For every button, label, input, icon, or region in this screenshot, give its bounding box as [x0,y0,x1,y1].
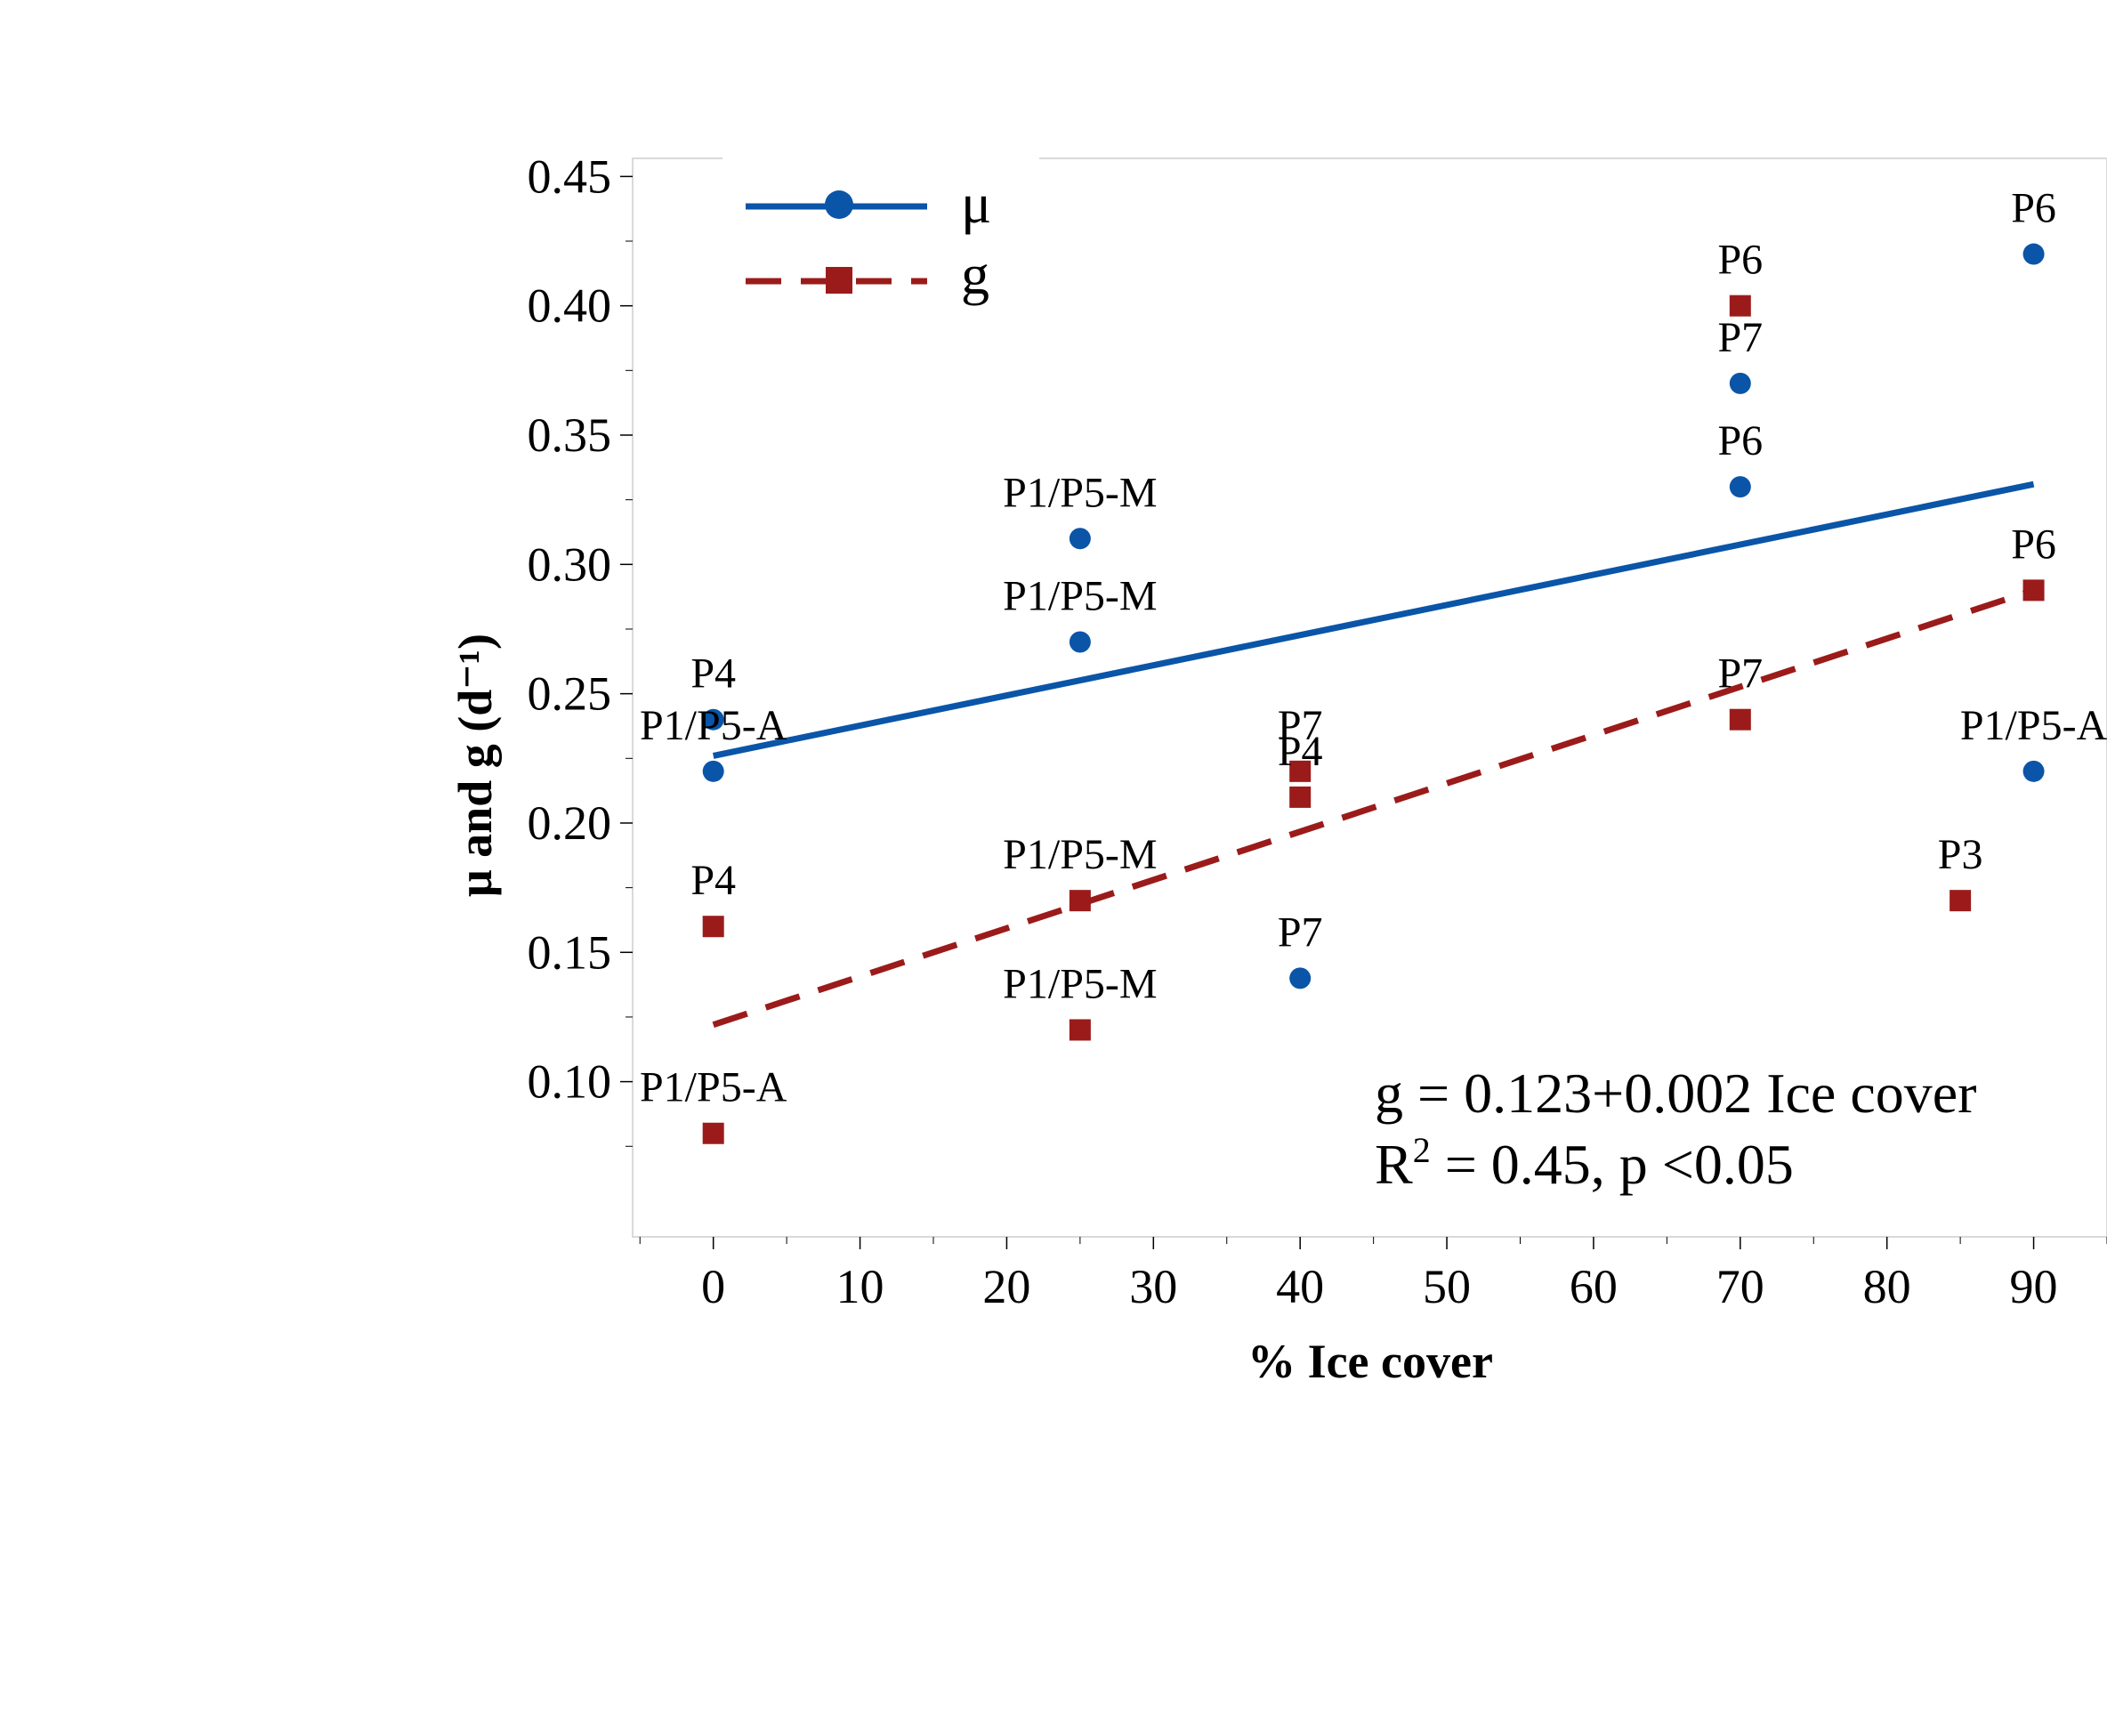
point-label: P4 [1278,728,1323,775]
x-axis-label: % Ice cover [1247,1335,1493,1388]
point-label: P4 [690,857,736,904]
legend-marker-g [826,267,852,294]
legend-box [723,142,1039,329]
x-tick-label: 10 [836,1260,884,1313]
y-tick-label: 0.40 [528,279,612,333]
g-point [1069,890,1091,912]
legend: μ g [723,142,1039,329]
point-label: P1/P5-M [1003,831,1157,878]
y-axis-label: μ and g (d⁻¹) [448,634,502,897]
x-axis-ticks: 0 10 20 30 40 50 60 70 80 90 [639,1237,2107,1313]
y-axis-ticks: 0.10 0.15 0.20 0.25 0.30 0.35 0.40 0.45 [528,149,633,1147]
x-tick-label: 70 [1716,1260,1764,1313]
x-tick-label: 40 [1276,1260,1324,1313]
x-tick-label: 20 [982,1260,1030,1313]
point-labels: P4P1/P5-AP1/P5-MP1/P5-MP7P7P6P6P1/P5-AP4… [640,185,2107,1111]
point-label: P1/P5-M [1003,469,1157,516]
mu-point [2022,243,2045,265]
g-point [1729,295,1751,317]
y-tick-label: 0.25 [528,667,612,721]
regression-stats: R2 = 0.45, p <0.05 [1375,1130,1794,1196]
point-label: P6 [2011,521,2056,568]
point-label: P6 [1717,417,1763,464]
g-point [2022,579,2045,602]
point-label: P6 [1717,237,1763,284]
x-tick-label: 30 [1129,1260,1177,1313]
point-label: P6 [2011,185,2056,232]
trend-line-g [712,587,2035,1028]
x-tick-label: 60 [1570,1260,1618,1313]
y-tick-label: 0.10 [528,1055,612,1109]
mu-point [1069,528,1091,550]
g-point [1950,890,1972,912]
y-tick-label: 0.30 [528,537,612,591]
plot-area [632,157,2107,1238]
g-point [1289,760,1312,782]
x-tick-label: 80 [1863,1260,1911,1313]
g-point [1729,708,1751,731]
mu-point [702,708,724,731]
g-point [702,1122,724,1144]
trend-line-mu [712,480,2035,759]
r2-superscript: 2 [1413,1130,1431,1170]
point-label: P7 [1278,702,1323,749]
y-tick-label: 0.45 [528,149,612,203]
point-label: P4 [690,650,736,698]
mu-point [2022,760,2045,782]
point-label: P1/P5-M [1003,960,1157,1007]
mu-point [1289,967,1312,989]
point-label: P1/P5-M [1003,573,1157,620]
y-tick-label: 0.15 [528,925,612,979]
r2-values: = 0.45, p <0.05 [1431,1133,1794,1196]
g-point [1069,1019,1091,1041]
x-tick-label: 0 [701,1260,725,1313]
point-label: P1/P5-A [640,1064,787,1111]
r2-symbol: R [1375,1133,1413,1196]
point-label: P1/P5-A [640,702,787,749]
y-tick-label: 0.20 [528,796,612,850]
point-label: P1/P5-A [1960,702,2107,749]
point-label: P7 [1717,650,1763,698]
x-tick-label: 50 [1423,1260,1471,1313]
y-tick-label: 0.35 [528,408,612,462]
x-tick-label: 90 [2010,1260,2058,1313]
g-point [1289,786,1312,808]
point-label: P3 [1938,831,1983,878]
mu-point [1069,631,1091,653]
mu-point [1729,372,1751,394]
legend-marker-mu [825,190,853,219]
regression-equation: g = 0.123+0.002 Ice cover [1375,1062,1976,1125]
legend-label-mu: μ [961,172,991,235]
mu-point [702,760,724,782]
trend-lines [712,480,2035,1028]
point-label: P7 [1717,314,1763,361]
data-markers [702,243,2045,1144]
mu-point [1729,476,1751,498]
g-point [702,916,724,938]
point-label: P7 [1278,908,1323,956]
legend-label-g: g [961,243,989,306]
